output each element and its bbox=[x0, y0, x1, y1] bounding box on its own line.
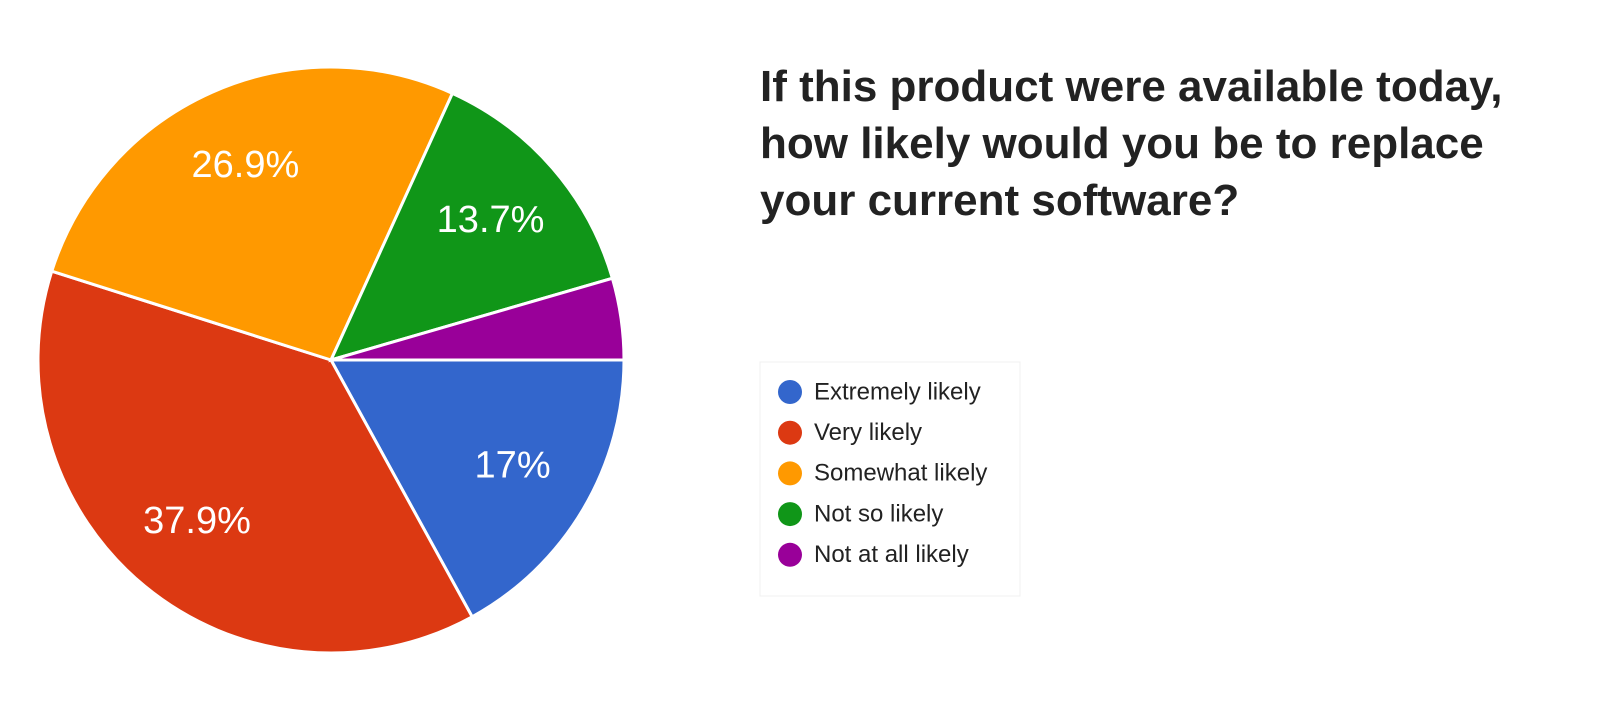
chart-title: If this product were available today, ho… bbox=[760, 62, 1503, 225]
pie-slice bbox=[49, 65, 455, 362]
slice-label: 37.9% bbox=[143, 500, 251, 542]
legend-label: Extremely likely bbox=[814, 378, 981, 405]
slice-label: 26.9% bbox=[192, 144, 300, 186]
pie-slice bbox=[330, 276, 626, 362]
legend-label: Somewhat likely bbox=[814, 460, 987, 487]
pie-slice bbox=[36, 269, 475, 655]
legend-label: Very likely bbox=[814, 419, 922, 446]
slice-label: 17% bbox=[475, 444, 551, 486]
legend-marker bbox=[778, 542, 802, 567]
pie-slice bbox=[328, 358, 626, 619]
legend-marker bbox=[778, 461, 802, 486]
legend-label: Not at all likely bbox=[814, 541, 969, 568]
legend-label: Not so likely bbox=[814, 500, 943, 527]
legend-marker bbox=[778, 420, 802, 445]
legend-marker bbox=[778, 502, 802, 527]
legend-marker bbox=[778, 380, 802, 404]
pie-slice bbox=[328, 91, 615, 363]
legend-box bbox=[759, 361, 1021, 597]
slice-label: 13.7% bbox=[437, 199, 545, 241]
